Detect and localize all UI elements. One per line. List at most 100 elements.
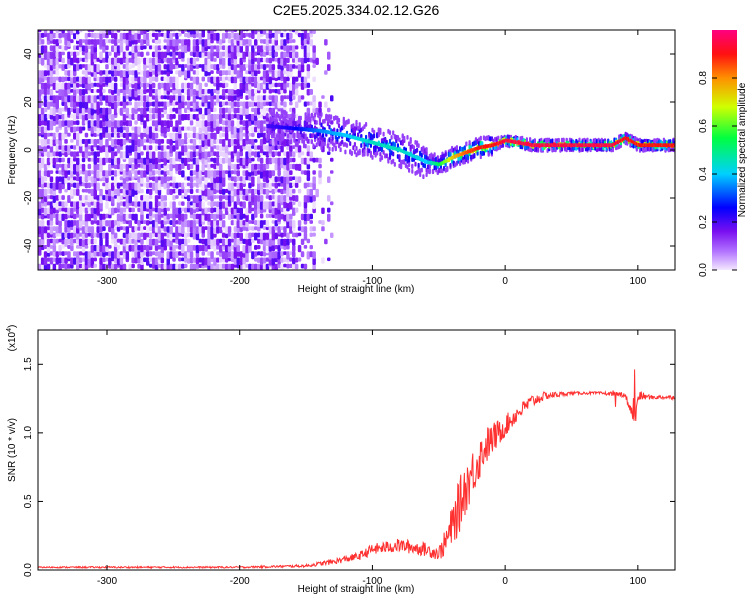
spectrogram-noise-cell <box>148 107 153 114</box>
spectrogram-noise-cell <box>233 101 238 107</box>
spectrogram-noise-cell <box>49 89 54 96</box>
spectrogram-noise-cell <box>189 114 194 121</box>
spectrogram-noise-cell <box>137 263 141 269</box>
spectrogram-noise-cell <box>283 70 287 75</box>
spectrogram-noise-cell <box>184 257 188 263</box>
spectrogram-noise-cell <box>151 76 156 82</box>
spectrogram-noise-cell <box>227 120 232 128</box>
spectrogram-noise-cell <box>38 238 42 247</box>
spectrogram-noise-cell <box>277 226 281 235</box>
spectrogram-noise-cell <box>172 176 176 183</box>
spectrogram-noise-cell <box>300 32 305 41</box>
spectrogram-noise-cell <box>195 95 200 100</box>
spectrogram-noise-cell <box>189 163 194 170</box>
spectrogram-noise-cell <box>280 245 284 249</box>
spectrogram-noise-cell <box>143 101 147 108</box>
spectrogram-noise-cell <box>76 232 80 240</box>
spectrogram-noise-cell <box>78 39 83 48</box>
spectrogram-noise-cell <box>289 157 293 163</box>
spectrogram-noise-cell <box>268 182 273 191</box>
spectrogram-noise-cell <box>67 107 71 116</box>
spectrogram-noise-cell <box>259 251 264 257</box>
spectrogram-noise-cell <box>55 232 59 237</box>
spectrogram-noise-cell <box>257 207 261 214</box>
spectrogram-noise-cell <box>186 251 191 259</box>
spectrogram-noise-cell <box>280 82 284 91</box>
spectrogram-noise-cell <box>143 251 147 256</box>
spectrogram-signal-cell <box>293 132 296 138</box>
spectrogram-noise-cell <box>327 195 331 202</box>
spectrogram-noise-cell <box>61 263 65 269</box>
spectrogram-noise-cell <box>312 251 316 259</box>
spectrogram-noise-cell <box>46 76 51 85</box>
spectrogram-noise-cell <box>286 232 290 239</box>
spectrogram-signal-core <box>664 143 667 148</box>
spectrogram-noise-cell <box>175 245 179 249</box>
spectrogram-noise-cell <box>210 95 214 104</box>
spectrogram-noise-cell <box>230 195 235 203</box>
spectrogram-signal-core <box>508 139 511 143</box>
spectrogram-noise-cell <box>93 64 97 73</box>
spectrogram-noise-cell <box>61 89 65 97</box>
spectrogram-noise-cell <box>99 51 103 60</box>
spectrogram-noise-cell <box>259 145 264 154</box>
spectrogram-noise-cell <box>154 220 159 229</box>
spectrogram-noise-cell <box>58 170 62 175</box>
spectrogram-noise-cell <box>73 151 77 159</box>
spectrogram-noise-cell <box>113 107 118 116</box>
spectrogram-noise-cell <box>186 151 191 158</box>
spectrogram-noise-cell <box>257 226 261 232</box>
spectrogram-noise-cell <box>227 32 232 39</box>
spectrogram-noise-cell <box>55 132 59 138</box>
spectrogram-noise-cell <box>286 207 290 212</box>
spectrogram-noise-cell <box>113 251 118 259</box>
spectrogram-signal-cell <box>533 138 536 143</box>
spectrogram-noise-cell <box>289 64 293 72</box>
spectrogram-noise-cell <box>93 238 97 245</box>
spectrogram-noise-cell <box>61 213 65 221</box>
spectrogram-noise-cell <box>160 195 165 202</box>
spectrogram-noise-cell <box>257 220 261 227</box>
spectrogram-noise-cell <box>151 95 156 100</box>
spectrogram-noise-cell <box>140 101 144 107</box>
spectrogram-noise-cell <box>99 170 103 179</box>
spectrogram-noise-cell <box>289 32 293 39</box>
spectrogram-noise-cell <box>49 57 54 66</box>
spectrogram-noise-cell <box>221 70 226 75</box>
spectrogram-noise-cell <box>198 151 203 160</box>
spectrogram-noise-cell <box>52 238 57 246</box>
spectrogram-signal-core <box>352 135 355 140</box>
spectrogram-noise-cell <box>224 45 229 53</box>
spectrogram-noise-cell <box>73 107 77 114</box>
spectrogram-noise-cell <box>227 263 232 270</box>
spectrogram-noise-cell <box>84 213 89 222</box>
spectrogram-signal-core <box>618 139 621 144</box>
spectrogram-noise-cell <box>172 126 176 132</box>
spectrogram-noise-cell <box>274 82 278 88</box>
spectrogram-noise-cell <box>254 188 258 195</box>
spectrogram-noise-cell <box>70 263 74 269</box>
spectrogram-noise-cell <box>58 232 62 237</box>
spectrogram-noise-cell <box>76 213 80 218</box>
spectrogram-noise-cell <box>277 238 281 246</box>
spectrogram-noise-cell <box>169 45 173 50</box>
spectrogram-noise-cell <box>113 95 118 102</box>
spectrogram-noise-cell <box>46 195 51 200</box>
y-tick-label: -40 <box>23 238 34 253</box>
spectrogram-noise-cell <box>64 226 68 233</box>
spectrogram-noise-cell <box>151 82 156 89</box>
spectrogram-noise-cell <box>134 32 138 41</box>
spectrogram-noise-cell <box>61 201 65 208</box>
spectrogram-noise-cell <box>99 238 103 246</box>
spectrogram-noise-cell <box>210 157 214 162</box>
spectrogram-noise-cell <box>230 89 235 96</box>
spectrogram-noise-cell <box>73 251 77 257</box>
spectrogram-noise-cell <box>312 176 316 184</box>
spectrogram-noise-cell <box>84 176 89 183</box>
spectrogram-noise-cell <box>96 126 100 135</box>
spectrogram-noise-cell <box>239 251 243 258</box>
spectrogram-noise-cell <box>122 82 127 90</box>
spectrogram-noise-cell <box>52 232 57 239</box>
spectrogram-noise-cell <box>55 95 59 104</box>
spectrogram-noise-cell <box>204 207 208 214</box>
